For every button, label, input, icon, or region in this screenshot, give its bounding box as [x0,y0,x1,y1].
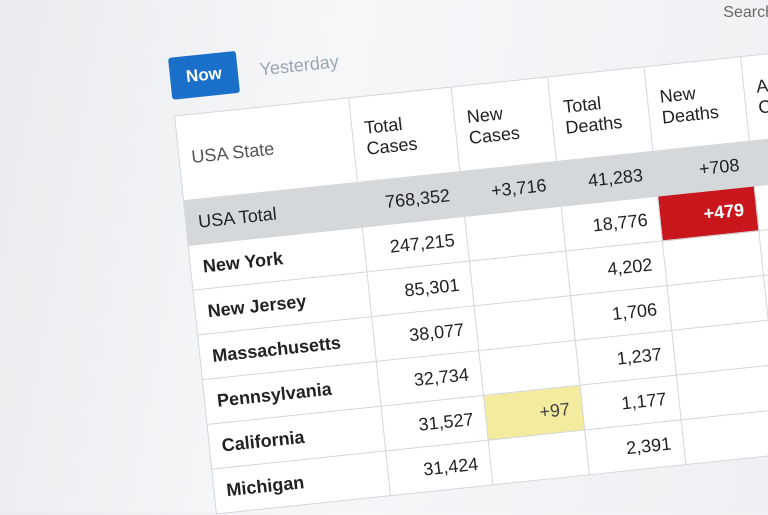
value-cell: 31,424 [385,440,493,496]
column-header[interactable]: Total Cases [348,87,460,183]
data-table: USA State Total Cases New Cases Total Death… [174,48,768,515]
value-cell [488,429,590,485]
column-header[interactable]: Total Deaths [547,66,653,162]
stage: Now Yesterday USA State Total Cases New Ca… [168,0,768,515]
tab-now[interactable]: Now [168,50,240,100]
value-cell [681,409,768,465]
column-header[interactable]: New Deaths [644,56,750,152]
column-header[interactable]: New Cases [451,76,557,172]
search-label[interactable]: Search [723,4,768,21]
tab-yesterday[interactable]: Yesterday [258,50,340,79]
value-cell: 2,391 [584,419,686,475]
